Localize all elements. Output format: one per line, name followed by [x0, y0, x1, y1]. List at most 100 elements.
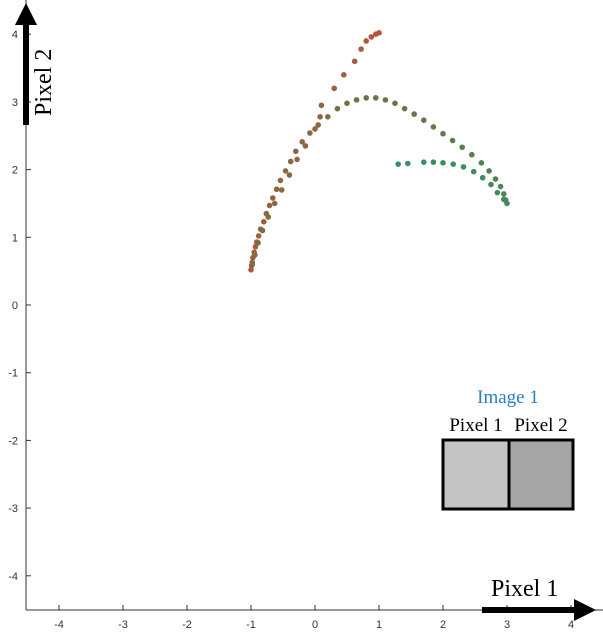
- data-point: [411, 111, 418, 117]
- data-point: [351, 58, 358, 65]
- data-point: [440, 160, 446, 166]
- data-point: [286, 172, 293, 178]
- data-point: [363, 95, 370, 101]
- y-tick-label: 4: [12, 29, 18, 41]
- data-point: [459, 144, 466, 151]
- data-point: [382, 97, 389, 103]
- data-point: [315, 122, 322, 128]
- data-point: [265, 214, 272, 220]
- x-ticks: -4 -3 -2 -1 0 1 2 3 4: [54, 605, 574, 631]
- data-point: [273, 186, 280, 193]
- data-point: [255, 233, 262, 239]
- data-point: [252, 252, 258, 258]
- data-point: [497, 183, 504, 190]
- x-tick-label: 3: [504, 619, 510, 631]
- x-axis-arrow: [482, 599, 596, 621]
- data-point: [395, 161, 402, 167]
- inset-title: Image 1: [477, 387, 539, 408]
- y-tick-label: -2: [8, 435, 18, 447]
- data-point: [334, 105, 341, 112]
- x-tick-label: 0: [312, 619, 318, 631]
- x-tick-label: 2: [440, 619, 446, 631]
- data-point: [299, 139, 306, 145]
- data-point: [421, 117, 427, 123]
- data-point: [488, 181, 494, 188]
- data-point: [486, 168, 492, 174]
- y-tick-label: -3: [8, 503, 18, 515]
- data-point: [252, 243, 259, 250]
- data-point: [259, 227, 266, 234]
- data-point: [312, 126, 318, 132]
- data-point: [460, 164, 467, 170]
- data-point: [373, 95, 379, 101]
- data-point: [401, 105, 408, 112]
- data-point: [470, 168, 477, 175]
- data-point: [261, 218, 267, 225]
- inset-pixel-1-cell: [441, 438, 511, 511]
- data-point: [430, 124, 437, 130]
- data-point: [478, 160, 485, 166]
- y-tick-label: 1: [12, 232, 18, 244]
- x-arrow-head: [574, 599, 596, 621]
- x-tick-label: -2: [182, 619, 192, 631]
- data-point: [255, 239, 261, 246]
- y-axis-arrow: [15, 3, 37, 125]
- inset-image: Image 1 Pixel 1 Pixel 2: [441, 387, 575, 511]
- data-point: [450, 161, 457, 167]
- data-point: [479, 174, 486, 181]
- data-point: [368, 34, 375, 40]
- data-point: [269, 195, 276, 201]
- data-point: [341, 72, 347, 78]
- data-point: [307, 130, 313, 136]
- data-point: [249, 261, 256, 268]
- data-point: [501, 196, 507, 203]
- data-point: [293, 148, 299, 155]
- data-point: [430, 159, 437, 165]
- x-tick-label: -4: [54, 619, 64, 631]
- data-point: [469, 151, 475, 158]
- data-point: [331, 85, 338, 92]
- data-point: [492, 176, 499, 182]
- x-tick-label: -1: [246, 619, 256, 631]
- y-tick-label: 2: [12, 165, 18, 177]
- data-point: [271, 200, 278, 207]
- data-point: [358, 46, 364, 52]
- data-point: [277, 177, 284, 184]
- data-point: [325, 113, 331, 120]
- y-tick-label: -4: [8, 571, 18, 583]
- data-points: [248, 30, 510, 273]
- inset-label-pixel-1: Pixel 1: [449, 415, 502, 436]
- data-point: [344, 100, 350, 107]
- y-tick-label: 3: [12, 97, 18, 109]
- data-point: [440, 130, 446, 137]
- y-tick-label: 0: [12, 300, 18, 312]
- x-axis-title: Pixel 1: [491, 576, 558, 602]
- data-point: [287, 158, 294, 165]
- data-point: [353, 97, 360, 103]
- x-tick-label: 4: [568, 619, 574, 631]
- inset-pixel-2-cell: [507, 438, 575, 511]
- data-point: [363, 38, 370, 44]
- y-axis-title: Pixel 2: [31, 49, 57, 116]
- data-point: [282, 168, 289, 174]
- data-point: [294, 156, 300, 163]
- data-point: [302, 143, 309, 149]
- y-ticks: 4 3 2 1 0 -1 -2 -3 -4: [8, 29, 31, 583]
- x-tick-label: 1: [376, 619, 382, 631]
- data-point: [317, 113, 323, 120]
- data-point: [266, 202, 273, 209]
- data-point: [405, 160, 411, 167]
- data-point: [278, 187, 285, 193]
- data-point: [501, 191, 507, 197]
- inset-label-pixel-2: Pixel 2: [514, 415, 567, 436]
- data-point: [449, 137, 456, 144]
- y-arrow-head: [15, 3, 37, 25]
- data-point: [376, 30, 382, 36]
- x-tick-label: -3: [118, 619, 128, 631]
- data-point: [421, 159, 427, 165]
- data-point: [504, 200, 510, 207]
- data-point: [318, 102, 325, 109]
- y-tick-label: -1: [8, 368, 18, 380]
- data-point: [392, 100, 398, 107]
